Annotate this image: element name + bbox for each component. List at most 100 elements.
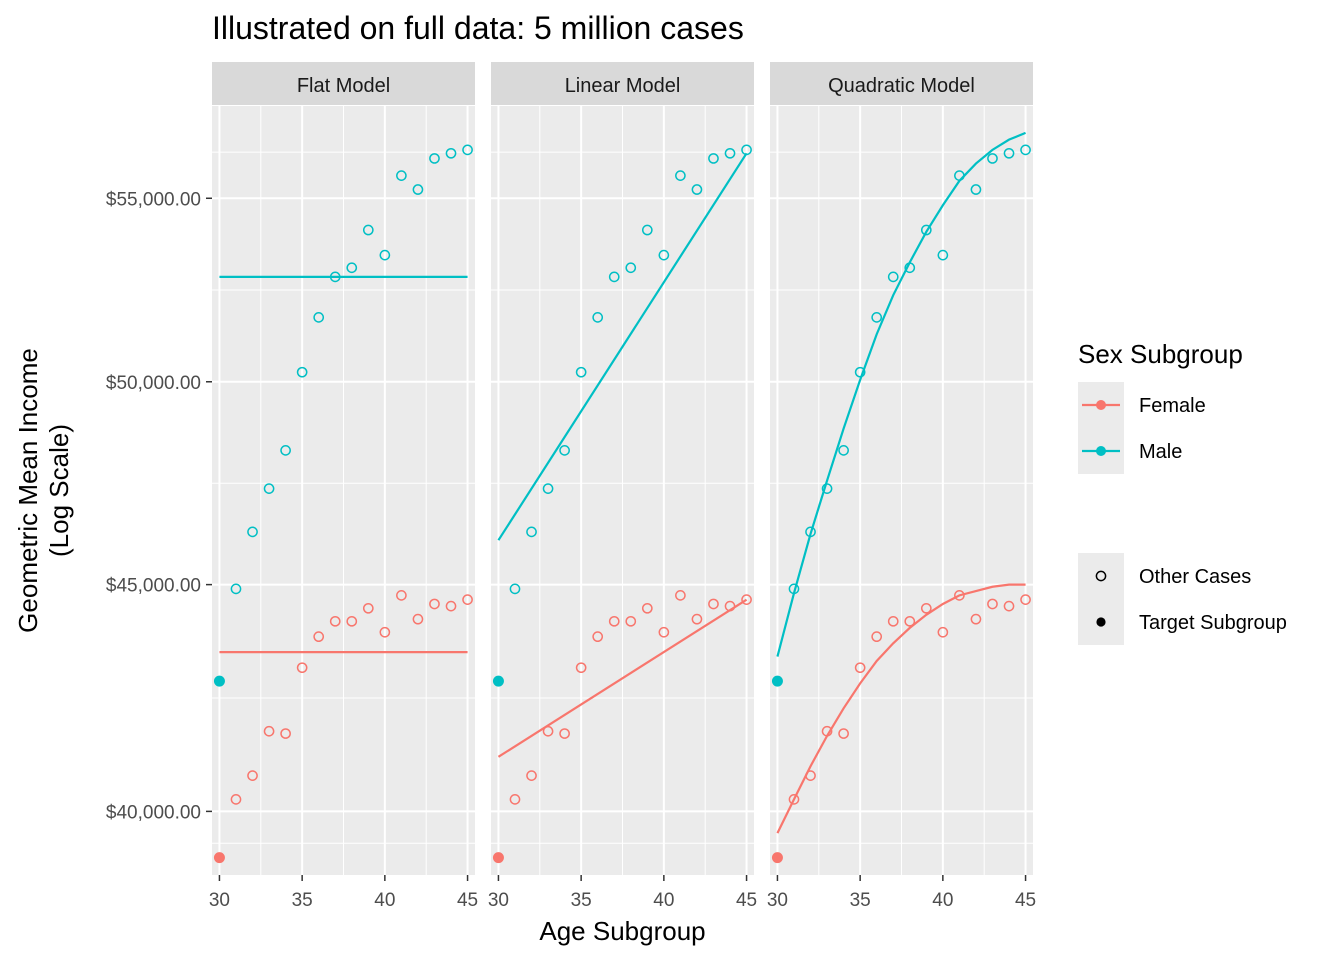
chart-title: Illustrated on full data: 5 million case… <box>212 10 744 46</box>
data-point-female <box>987 598 998 610</box>
data-point-male <box>1020 144 1031 156</box>
data-point-female <box>509 794 521 805</box>
facet-strip <box>770 62 1033 105</box>
legend-item-female: Female <box>1078 382 1206 428</box>
x-tick-label: 35 <box>571 890 592 911</box>
data-point-female <box>1003 600 1015 612</box>
x-tick-label: 35 <box>292 890 313 911</box>
legend-item-male: Male <box>1078 428 1182 474</box>
data-point-female <box>805 770 816 781</box>
x-tick-label: 30 <box>209 890 230 911</box>
data-point-female <box>296 662 308 674</box>
fit-line-female <box>776 583 1026 834</box>
data-point-male <box>691 184 703 195</box>
data-point-female <box>329 615 341 627</box>
y-tick-label: $50,000.00 <box>106 373 201 394</box>
data-point-male <box>362 224 374 236</box>
data-point-male <box>904 262 916 274</box>
data-point-male <box>542 483 554 494</box>
data-point-male <box>445 147 457 159</box>
legend-filled-circle <box>1096 617 1106 627</box>
data-point-male <box>429 153 440 164</box>
x-tick-label: 30 <box>767 890 788 911</box>
facet-linear-model: Linear Model 30 35 40 45 <box>488 62 757 911</box>
data-point-female <box>247 770 258 781</box>
target-point-male <box>771 675 783 687</box>
data-point-male <box>887 271 899 283</box>
data-point-male <box>346 262 358 274</box>
data-point-male <box>526 526 537 538</box>
series-male <box>771 131 1031 687</box>
data-point-male <box>658 249 670 261</box>
data-point-female <box>313 631 325 643</box>
y-tick-label: $40,000.00 <box>106 802 201 823</box>
data-point-male <box>708 153 719 164</box>
data-point-female <box>821 725 833 737</box>
data-point-male <box>592 312 604 323</box>
series-male <box>492 144 752 687</box>
legend-title: Sex Subgroup <box>1078 339 1243 369</box>
data-point-male <box>821 483 833 494</box>
data-point-female <box>280 728 291 739</box>
data-point-male <box>1003 147 1015 159</box>
data-point-male <box>608 271 620 283</box>
target-point-female <box>213 852 225 864</box>
y-axis-title-line: Geometric Mean Income <box>13 348 43 633</box>
data-point-male <box>247 526 258 538</box>
data-point-male <box>313 312 325 323</box>
data-point-male <box>625 262 637 274</box>
facet-strip <box>212 62 475 105</box>
legend-label: Other Cases <box>1139 566 1251 588</box>
data-point-male <box>412 184 424 195</box>
data-point-male <box>954 170 965 181</box>
data-point-male <box>970 184 982 195</box>
data-point-female <box>937 626 949 638</box>
data-point-female <box>396 589 407 601</box>
legend-label: Male <box>1139 441 1182 463</box>
data-point-female <box>526 770 537 781</box>
data-point-female <box>887 615 899 627</box>
legend-item-target-subgroup: Target Subgroup <box>1078 599 1287 645</box>
x-tick-label: 45 <box>457 890 478 911</box>
fit-line-female <box>497 598 748 758</box>
data-point-female <box>838 728 849 739</box>
facet-strip <box>491 62 754 105</box>
data-point-male <box>724 147 736 159</box>
y-tick-label: $45,000.00 <box>106 576 201 597</box>
x-tick-label: 40 <box>374 890 395 911</box>
series-male <box>213 144 473 687</box>
facet-strip-label: Flat Model <box>297 75 390 97</box>
series-female <box>213 589 473 864</box>
data-point-female <box>362 602 374 614</box>
data-point-female <box>871 631 883 643</box>
legend-dot <box>1096 446 1106 456</box>
series-female <box>771 583 1031 864</box>
x-tick-label: 45 <box>736 890 757 911</box>
data-point-female <box>788 794 800 805</box>
data-point-male <box>788 583 800 595</box>
data-point-female <box>658 626 670 638</box>
x-tick-label: 40 <box>653 890 674 911</box>
data-point-male <box>854 366 866 378</box>
series-female <box>492 589 752 864</box>
data-point-male <box>509 583 521 595</box>
legend-label: Target Subgroup <box>1139 612 1287 634</box>
data-point-female <box>954 589 965 601</box>
data-point-female <box>346 615 358 627</box>
data-point-female <box>675 589 686 601</box>
data-point-female <box>263 725 275 737</box>
facet-flat-model: Flat Model 30 35 40 45 $40,000.00 $45,000.00 $5… <box>106 62 478 911</box>
legend-item-other-cases: Other Cases <box>1078 553 1251 599</box>
data-point-male <box>741 144 752 156</box>
data-point-female <box>1020 594 1031 606</box>
data-point-female <box>230 794 242 805</box>
data-point-female <box>542 725 554 737</box>
data-point-male <box>263 483 275 494</box>
legend-key <box>1078 553 1124 599</box>
data-point-male <box>296 366 308 378</box>
x-tick-label: 45 <box>1015 890 1036 911</box>
data-point-female <box>445 600 457 612</box>
data-point-male <box>641 224 653 236</box>
x-tick-label: 30 <box>488 890 509 911</box>
data-point-male <box>379 249 391 261</box>
